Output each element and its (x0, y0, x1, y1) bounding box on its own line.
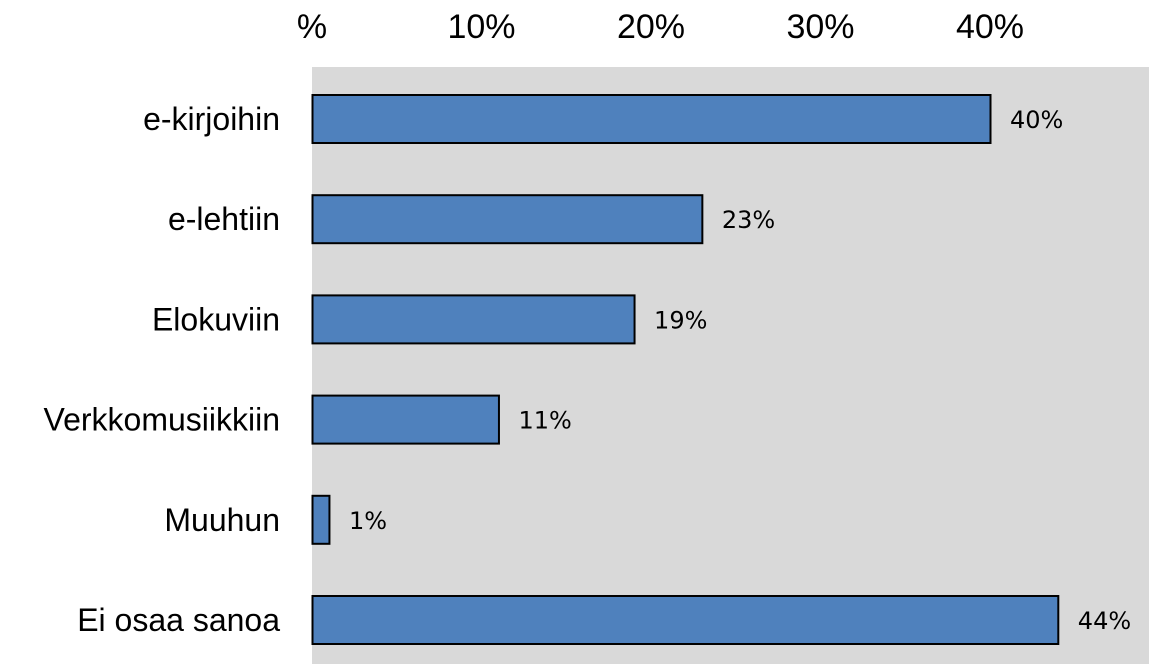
category-label: Ei osaa sanoa (77, 602, 280, 638)
x-tick-label: 10% (447, 8, 515, 46)
x-tick-label: 20% (617, 8, 685, 46)
bar (311, 494, 331, 545)
bar (311, 294, 636, 345)
category-label: Muuhun (164, 502, 280, 538)
bar (311, 194, 704, 245)
plot-area (312, 67, 1149, 664)
bars (311, 94, 1060, 645)
data-label: 1% (349, 507, 387, 535)
x-tick-label: 30% (786, 8, 854, 46)
data-label: 23% (722, 206, 775, 234)
category-label: Verkkomusiikkiin (43, 402, 280, 438)
x-axis-ticks: % 10% 20% 30% 40% (297, 8, 1024, 46)
x-tick-label: 40% (956, 8, 1024, 46)
data-label: 11% (518, 407, 571, 435)
category-label: Elokuviin (152, 301, 280, 337)
data-label: 44% (1078, 607, 1131, 635)
data-labels: 40% 23% 19% 11% 1% 44% (349, 106, 1131, 635)
bar (311, 595, 1060, 645)
bar (311, 94, 992, 144)
x-tick-label: % (297, 8, 327, 46)
data-label: 40% (1010, 106, 1063, 134)
bar (311, 394, 500, 445)
category-label: e-kirjoihin (143, 101, 280, 137)
category-labels: e-kirjoihin e-lehtiin Elokuviin Verkkomusii… (43, 101, 280, 638)
data-label: 19% (654, 306, 707, 334)
category-label: e-lehtiin (168, 201, 280, 237)
